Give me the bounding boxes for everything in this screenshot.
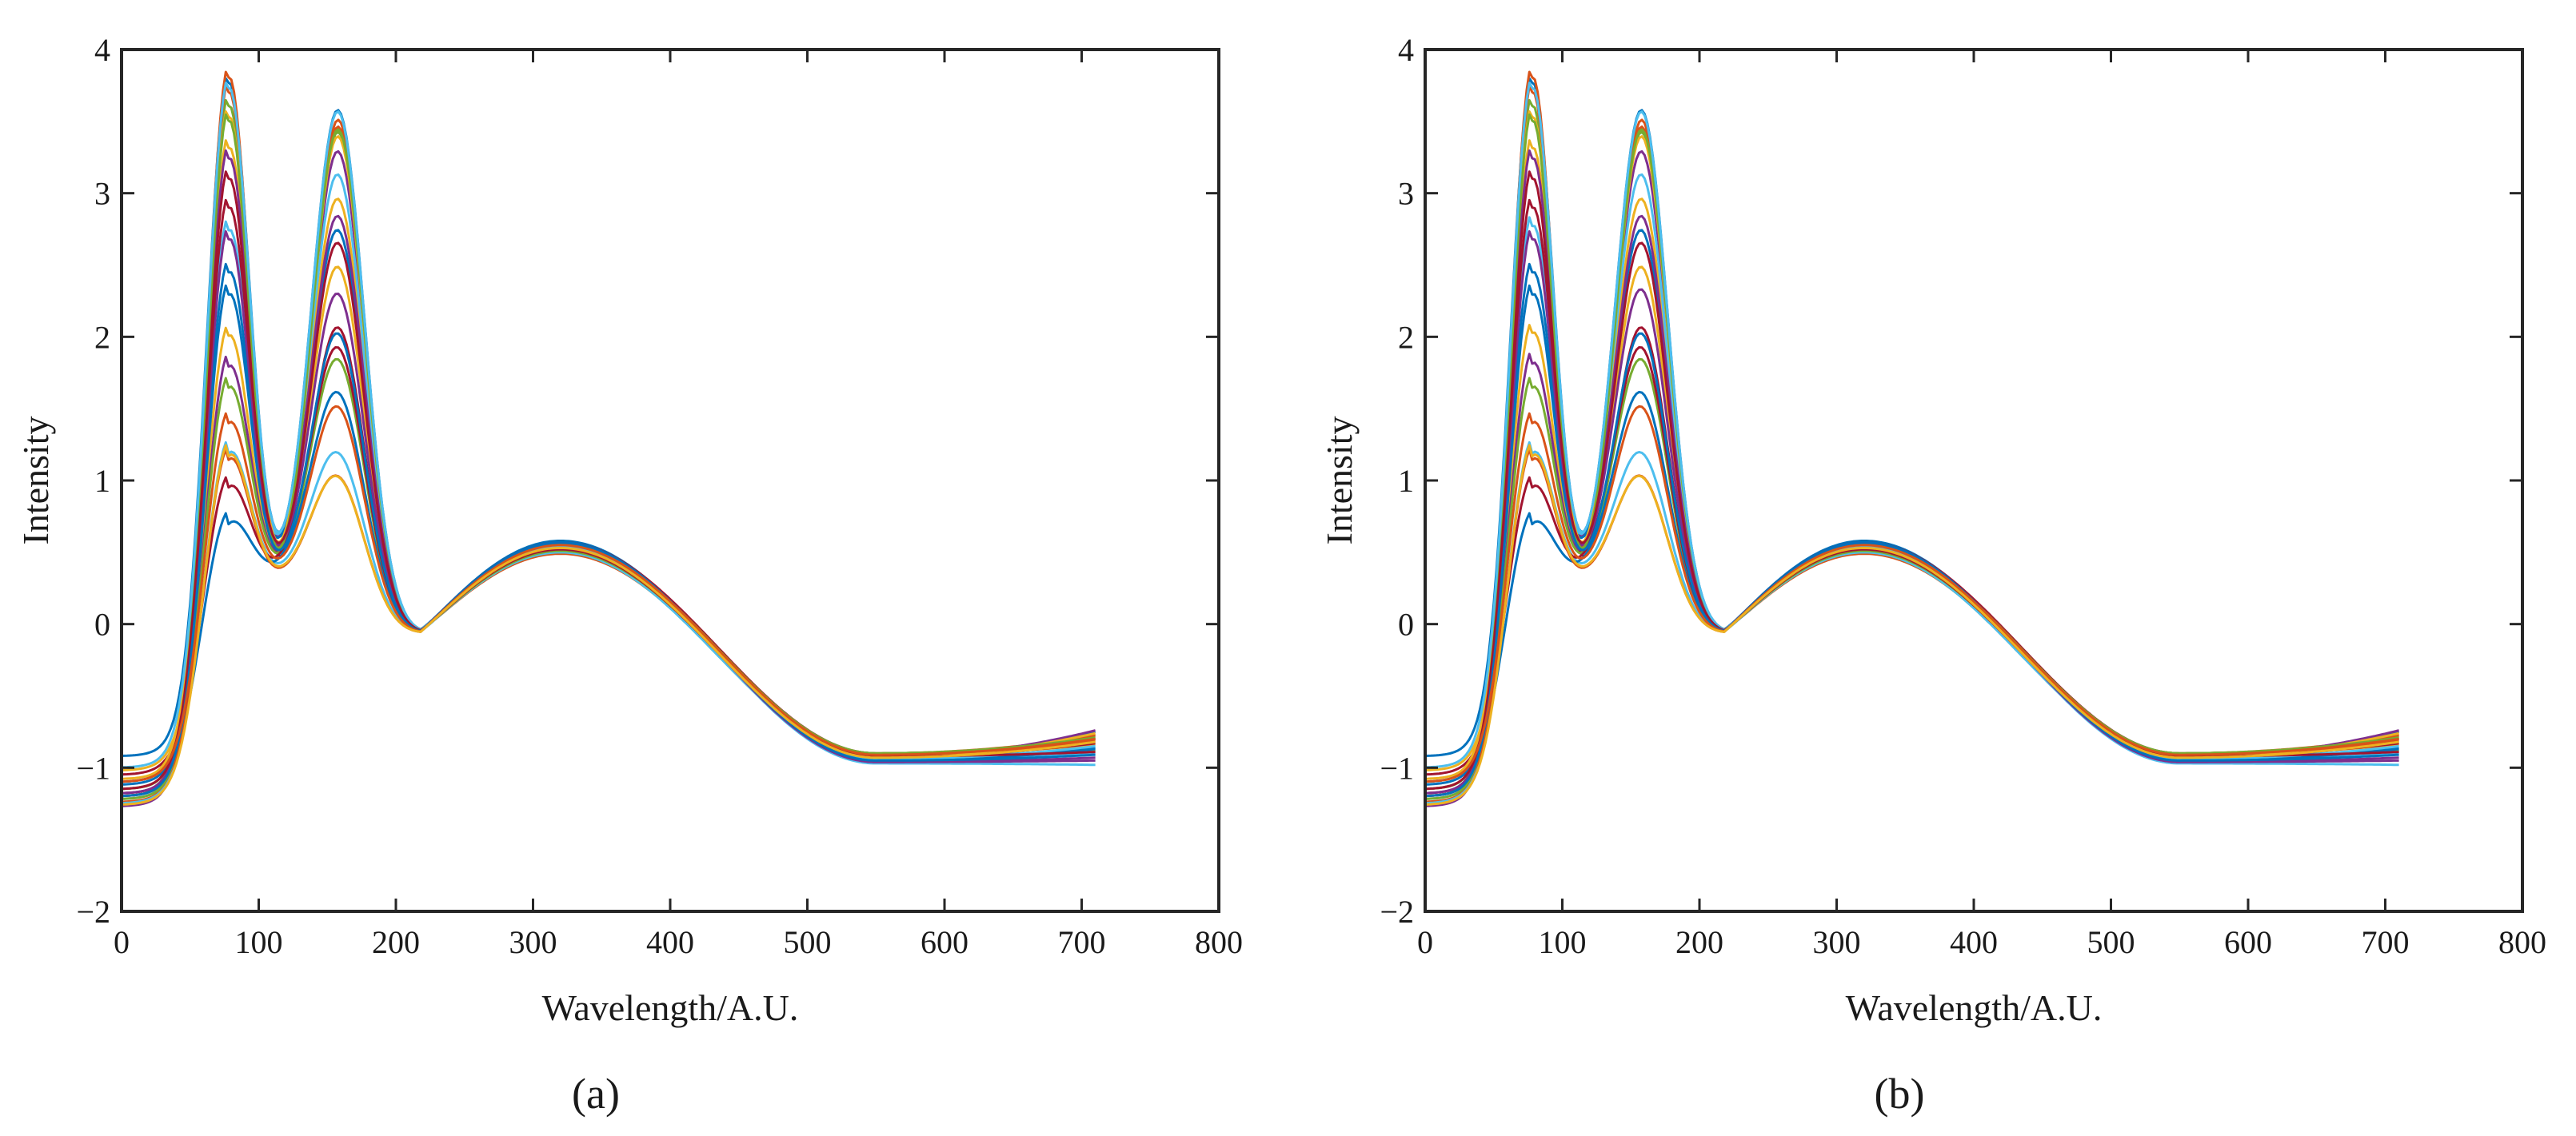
series-line-24: [1424, 444, 2399, 806]
series-line-3: [1424, 139, 2399, 798]
series-line-6: [121, 173, 1096, 800]
series-line-23: [121, 405, 1096, 783]
series-line-23: [1424, 405, 2399, 783]
plot-frame: [1424, 48, 2524, 913]
y-tick-label: 2: [1398, 319, 1414, 355]
series-line-12: [121, 357, 1096, 791]
y-tick-label: 0: [1398, 607, 1414, 643]
y-axis-title: Intensity: [1319, 417, 1360, 545]
x-tick-label: 800: [2498, 924, 2546, 960]
x-tick-label: 200: [372, 924, 420, 960]
series-line-20: [121, 82, 1096, 769]
series-line-15: [121, 390, 1096, 786]
x-axis-title: Wavelength/A.U.: [1846, 987, 2103, 1028]
x-tick-label: 0: [1417, 924, 1433, 960]
series-line-4: [121, 149, 1096, 807]
series-line-7: [121, 170, 1096, 795]
chart-panel-a: 0 100 200 300 400 500 600 700 800 −2 −1 0 1 2 3 4 Wavel…: [15, 32, 1243, 1028]
series-line-24: [121, 444, 1096, 806]
y-tick-label: 4: [94, 32, 110, 68]
x-tick-label: 600: [2224, 924, 2272, 960]
x-tick-label: 500: [784, 924, 832, 960]
y-tick-label: 3: [94, 176, 110, 212]
series-line-1: [1424, 77, 2399, 762]
x-tick-label: 700: [1058, 924, 1106, 960]
y-tick-label: −1: [76, 750, 110, 786]
series-line-5: [1424, 98, 2399, 791]
series-line-20: [1424, 82, 2399, 769]
series-line-7: [1424, 170, 2399, 795]
series-line-4: [1424, 149, 2399, 807]
series-line-9: [1424, 85, 2399, 803]
series-line-19: [1424, 113, 2399, 800]
x-tick-label: 200: [1675, 924, 1723, 960]
series-line-17: [121, 110, 1096, 780]
x-tick-label: 600: [921, 924, 968, 960]
series-line-9: [121, 85, 1096, 803]
panel-label-b: (b): [1875, 1070, 1925, 1118]
y-tick-label: 2: [94, 319, 110, 355]
panel-label-a: (a): [572, 1070, 620, 1118]
x-tick-label: 400: [646, 924, 694, 960]
series-line-5: [121, 98, 1096, 791]
x-tick-label: 400: [1950, 924, 1998, 960]
series-line-6: [1424, 173, 2399, 800]
x-tick-label: 100: [1539, 924, 1587, 960]
chart-panel-b: 0 100 200 300 400 500 600 700 800 −2 −1 0 1 2 3 4 Wavel…: [1319, 32, 2546, 1028]
series-line-11: [121, 293, 1096, 798]
series-line-2: [121, 70, 1096, 805]
y-tick-label: 4: [1398, 32, 1414, 68]
series-layer: [121, 70, 1096, 807]
x-axis-title: Wavelength/A.U.: [542, 987, 799, 1028]
x-tick-label: 300: [1813, 924, 1861, 960]
tick-layer: 0 100 200 300 400 500 600 700 800 −2 −1 0 1 2 3 4: [1380, 32, 2546, 960]
x-tick-label: 500: [2087, 924, 2135, 960]
series-line-17: [1424, 110, 2399, 780]
x-tick-label: 0: [114, 924, 130, 960]
series-line-2: [1424, 70, 2399, 805]
x-tick-label: 800: [1195, 924, 1243, 960]
x-tick-label: 700: [2362, 924, 2410, 960]
y-tick-label: −2: [1380, 894, 1414, 930]
x-tick-label: 300: [509, 924, 557, 960]
y-tick-label: 3: [1398, 176, 1414, 212]
series-line-19: [121, 113, 1096, 800]
series-line-1: [121, 77, 1096, 762]
y-tick-label: 0: [94, 607, 110, 643]
series-line-15: [1424, 390, 2399, 786]
series-line-12: [1424, 357, 2399, 791]
y-tick-label: −2: [76, 894, 110, 930]
y-tick-label: 1: [1398, 463, 1414, 499]
series-line-3: [121, 139, 1096, 798]
y-tick-label: 1: [94, 463, 110, 499]
plot-frame: [120, 48, 1220, 913]
tick-layer: 0 100 200 300 400 500 600 700 800 −2 −1 0 1 2 3 4: [76, 32, 1243, 960]
series-layer: [1424, 70, 2399, 807]
y-axis-title: Intensity: [15, 417, 56, 545]
y-tick-label: −1: [1380, 750, 1414, 786]
x-tick-label: 100: [235, 924, 283, 960]
